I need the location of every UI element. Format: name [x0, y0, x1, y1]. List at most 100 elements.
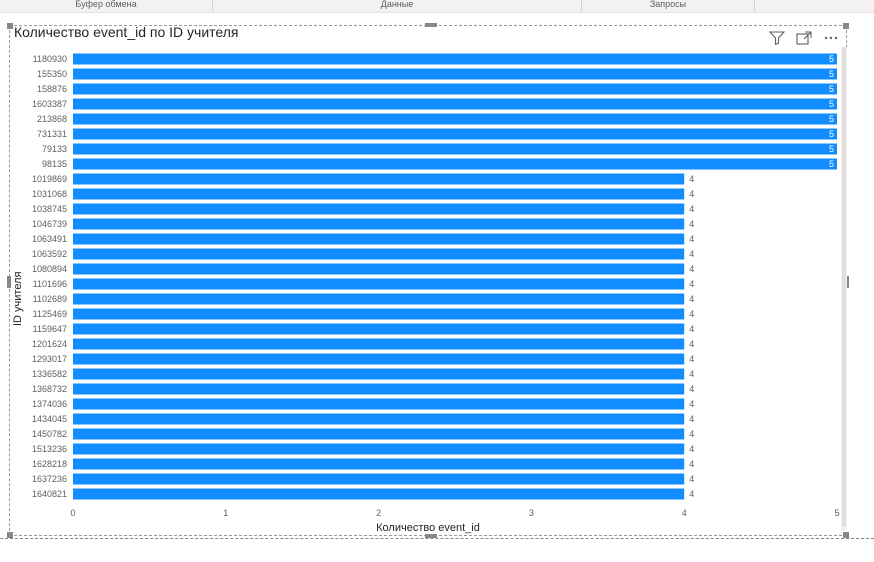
bar[interactable]	[73, 353, 685, 365]
bar[interactable]	[73, 218, 685, 230]
data-label: 4	[689, 444, 694, 454]
data-label: 4	[689, 309, 694, 319]
data-label: 4	[689, 384, 694, 394]
bar[interactable]	[73, 413, 685, 425]
bar[interactable]	[73, 368, 685, 380]
bar[interactable]	[73, 263, 685, 275]
category-label: 1031068	[32, 189, 67, 199]
data-label: 4	[689, 279, 694, 289]
data-label: 4	[689, 429, 694, 439]
data-label: 5	[829, 54, 834, 64]
data-label: 4	[689, 354, 694, 364]
bar[interactable]	[73, 293, 685, 305]
ribbon-group-queries: Запросы	[649, 0, 687, 9]
data-label: 4	[689, 219, 694, 229]
ribbon-group-labels: Буфер обмена Данные Запросы	[0, 0, 874, 13]
category-label: 731331	[37, 129, 67, 139]
bar[interactable]	[73, 338, 685, 350]
bar[interactable]	[73, 158, 837, 170]
bar[interactable]	[73, 53, 837, 65]
bar[interactable]	[73, 308, 685, 320]
x-tick-label: 3	[529, 508, 534, 518]
bar[interactable]	[73, 68, 837, 80]
visual-title: Количество event_id по ID учителя	[14, 24, 239, 40]
bar[interactable]	[73, 488, 685, 500]
category-label: 1063592	[32, 249, 67, 259]
bar[interactable]	[73, 113, 837, 125]
bar[interactable]	[73, 398, 685, 410]
focus-mode-icon[interactable]	[795, 30, 813, 46]
x-tick-label: 0	[70, 508, 75, 518]
bar[interactable]	[73, 173, 685, 185]
category-label: 1125469	[33, 309, 67, 319]
bar[interactable]	[73, 383, 685, 395]
resize-handle-top-right[interactable]	[843, 23, 849, 29]
bar-chart-visual[interactable]: Количество event_id по ID учителя ID учи…	[7, 23, 849, 538]
data-label: 4	[689, 369, 694, 379]
data-label: 4	[689, 174, 694, 184]
ribbon-group-clipboard: Буфер обмена	[75, 0, 137, 9]
category-label: 1038745	[32, 204, 67, 214]
resize-handle-bottom-left[interactable]	[7, 532, 13, 538]
visual-header-icons	[768, 30, 840, 46]
x-axis-title: Количество event_id	[376, 522, 480, 534]
data-label: 4	[689, 204, 694, 214]
data-label: 4	[689, 264, 694, 274]
bar[interactable]	[73, 443, 685, 455]
data-label: 4	[689, 459, 694, 469]
bar[interactable]	[73, 473, 685, 485]
category-label: 158876	[37, 84, 67, 94]
data-label: 4	[689, 339, 694, 349]
ribbon-group-data: Данные	[380, 0, 414, 9]
category-label: 1080894	[32, 264, 67, 274]
resize-handle-right[interactable]	[845, 276, 849, 288]
data-label: 4	[689, 294, 694, 304]
category-label: 155350	[37, 69, 67, 79]
data-label: 4	[689, 399, 694, 409]
category-label: 1101696	[33, 279, 67, 289]
category-label: 79133	[42, 144, 67, 154]
category-label: 1046739	[32, 219, 67, 229]
category-label: 1603387	[32, 99, 67, 109]
bar[interactable]	[73, 233, 685, 245]
bar[interactable]	[73, 278, 685, 290]
bar[interactable]	[73, 248, 685, 260]
category-label: 98135	[42, 159, 67, 169]
data-label: 4	[689, 474, 694, 484]
ribbon-separator	[754, 0, 755, 11]
bar[interactable]	[73, 143, 837, 155]
category-label: 1637236	[32, 474, 67, 484]
resize-handle-top[interactable]	[425, 23, 437, 27]
x-tick-label: 2	[376, 508, 381, 518]
scrollbar-thumb[interactable]	[842, 47, 846, 527]
filter-icon[interactable]	[768, 30, 786, 46]
more-options-icon[interactable]	[822, 30, 840, 46]
resize-handle-bottom-right[interactable]	[843, 532, 849, 538]
bar[interactable]	[73, 203, 685, 215]
data-label: 5	[829, 99, 834, 109]
bar[interactable]	[73, 323, 685, 335]
resize-handle-left[interactable]	[7, 276, 11, 288]
resize-handle-top-left[interactable]	[7, 23, 13, 29]
category-label: 1434045	[32, 414, 67, 424]
vertical-scrollbar[interactable]	[841, 47, 847, 531]
category-label: 1450782	[32, 429, 67, 439]
data-label: 5	[829, 129, 834, 139]
category-label: 1374036	[32, 399, 67, 409]
category-label: 1628218	[32, 459, 67, 469]
bar[interactable]	[73, 458, 685, 470]
bar[interactable]	[73, 83, 837, 95]
data-label: 4	[689, 189, 694, 199]
data-label: 5	[829, 69, 834, 79]
category-label: 1293017	[32, 354, 67, 364]
category-label: 1180930	[33, 54, 67, 64]
bar[interactable]	[73, 188, 685, 200]
resize-handle-bottom[interactable]	[425, 534, 437, 538]
bar[interactable]	[73, 128, 837, 140]
bar[interactable]	[73, 428, 685, 440]
data-label: 4	[689, 234, 694, 244]
bar[interactable]	[73, 98, 837, 110]
x-tick-label: 5	[834, 508, 839, 518]
category-label: 1159647	[33, 324, 67, 334]
